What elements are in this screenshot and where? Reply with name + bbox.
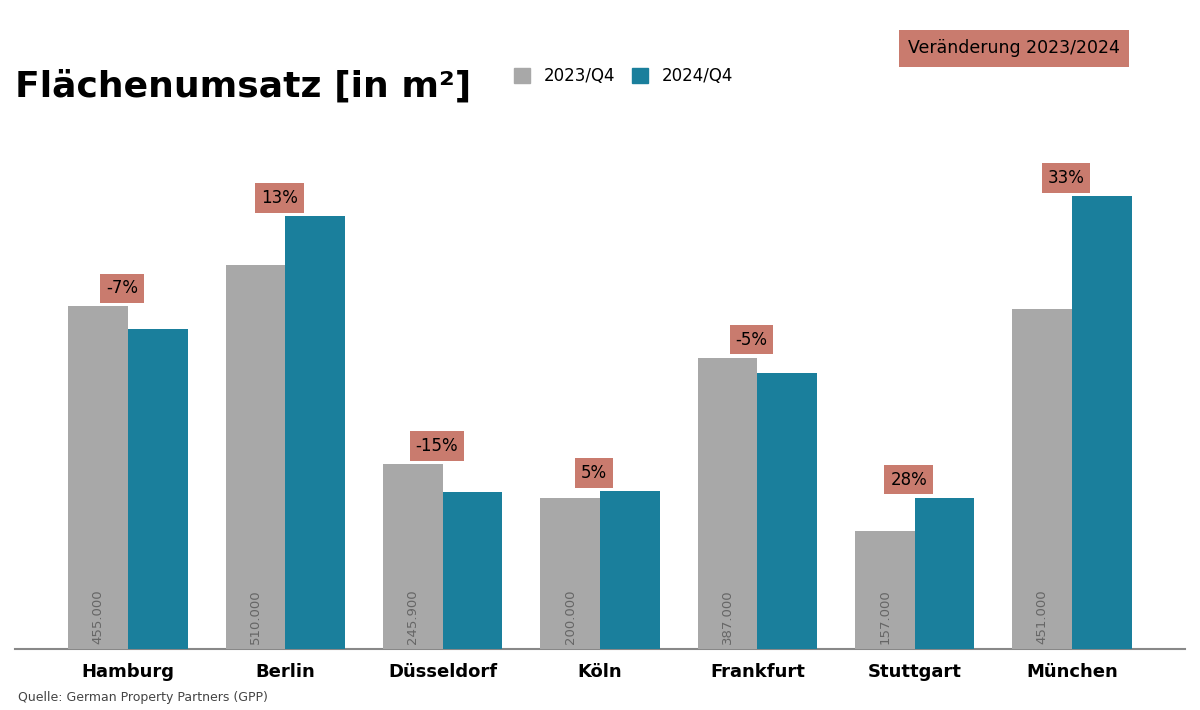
Legend: 2023/Q4, 2024/Q4: 2023/Q4, 2024/Q4 <box>514 67 733 85</box>
Text: -5%: -5% <box>736 331 767 349</box>
Bar <box>540 498 600 649</box>
Bar <box>383 464 443 649</box>
Text: 200.000: 200.000 <box>564 590 577 645</box>
Text: 602.000: 602.000 <box>1096 590 1109 645</box>
Text: 245.900: 245.900 <box>407 590 419 645</box>
Bar <box>128 329 187 649</box>
Text: 157.000: 157.000 <box>878 589 892 645</box>
Text: 575.000: 575.000 <box>308 589 322 645</box>
Text: 5%: 5% <box>581 464 607 482</box>
Bar <box>600 491 660 649</box>
Bar <box>1072 196 1132 649</box>
Bar <box>914 498 974 649</box>
Text: -7%: -7% <box>106 279 138 297</box>
Text: 13%: 13% <box>260 189 298 207</box>
Text: 33%: 33% <box>1048 169 1085 187</box>
Text: Flächenumsatz [in m²]: Flächenumsatz [in m²] <box>16 70 472 104</box>
Bar <box>854 531 914 649</box>
Text: 425.000: 425.000 <box>151 590 164 645</box>
Text: 455.000: 455.000 <box>91 590 104 645</box>
Text: 209.100: 209.100 <box>466 590 479 645</box>
Bar <box>443 491 503 649</box>
Bar <box>68 307 128 649</box>
Bar <box>286 216 346 649</box>
Bar <box>697 358 757 649</box>
Text: -15%: -15% <box>415 437 458 455</box>
Text: Veränderung 2023/2024: Veränderung 2023/2024 <box>908 39 1120 57</box>
Text: 366.000: 366.000 <box>781 590 793 645</box>
Text: Quelle: German Property Partners (GPP): Quelle: German Property Partners (GPP) <box>18 692 268 704</box>
Bar <box>226 265 286 649</box>
Text: 28%: 28% <box>890 471 928 488</box>
Bar <box>1013 310 1072 649</box>
Text: 510.000: 510.000 <box>248 590 262 645</box>
Text: 210.000: 210.000 <box>623 590 636 645</box>
Text: 201.000: 201.000 <box>938 590 952 645</box>
Bar <box>757 373 817 649</box>
Text: 387.000: 387.000 <box>721 590 734 645</box>
Text: 451.000: 451.000 <box>1036 590 1049 645</box>
